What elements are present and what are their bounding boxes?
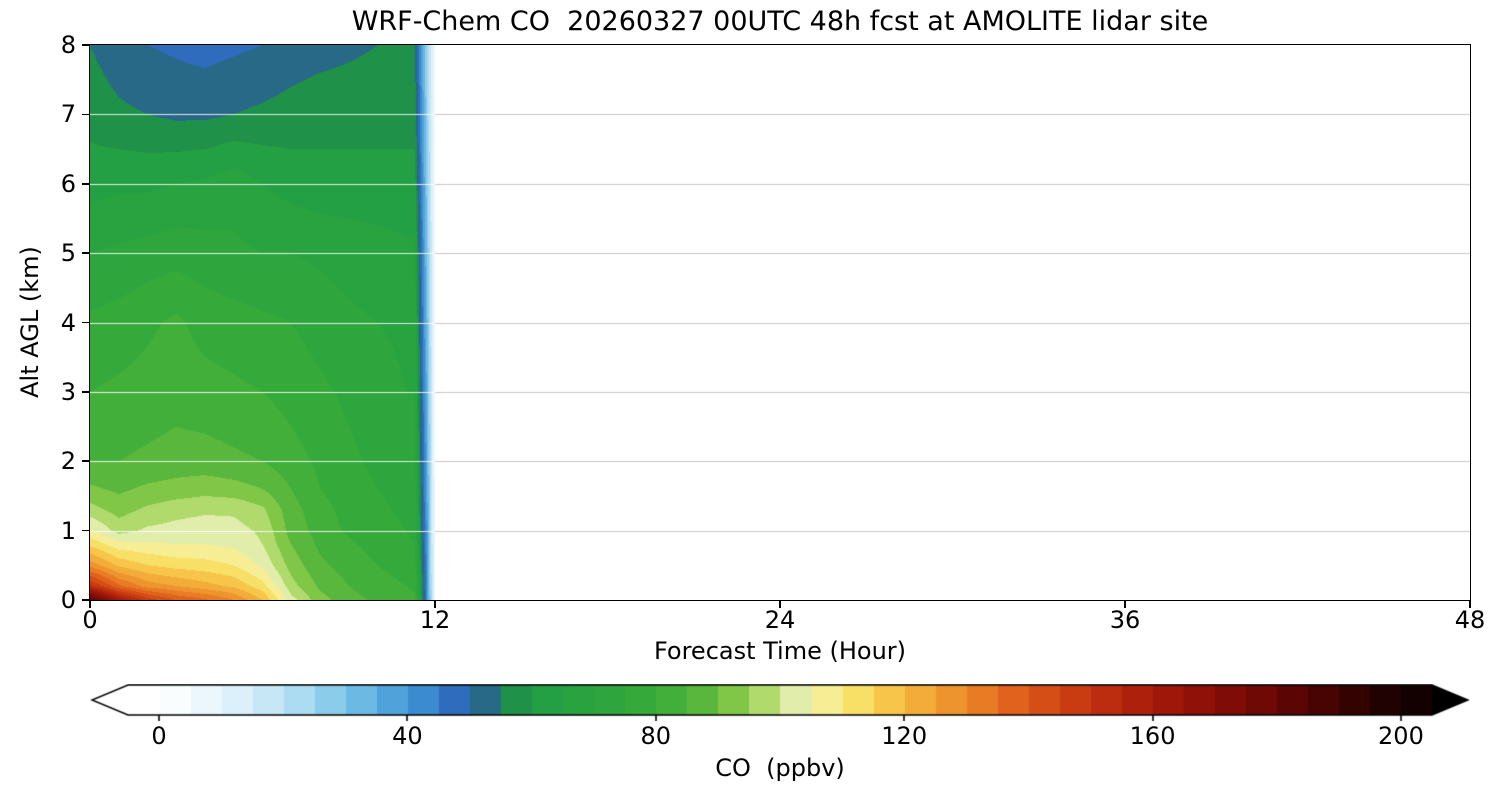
colorbar-label: CO (ppbv) [715,754,845,782]
x-axis-label: Forecast Time (Hour) [653,637,907,665]
x-tick-mark [1124,601,1126,608]
y-tick-mark [82,321,89,324]
x-tick-label: 48 [1454,606,1486,634]
y-tick-mark [82,44,89,46]
y-tick-label: 2 [60,447,76,476]
x-tick-label: 12 [419,606,451,634]
y-tick-mark [82,252,89,254]
x-tick-mark [779,601,781,608]
x-tick-label: 0 [82,606,98,634]
y-tick-mark [82,529,89,532]
plot-title: WRF-Chem CO 20260327 00UTC 48h fcst at A… [351,6,1209,37]
y-axis-label: Alt AGL (km) [16,246,44,398]
x-tick-label: 36 [1109,606,1141,634]
y-tick-label: 1 [60,516,76,545]
colorbar-canvas [90,684,1470,728]
y-tick-label: 6 [60,169,76,198]
y-tick-label: 7 [60,100,76,129]
x-tick-mark [1469,601,1471,608]
y-tick-mark [82,391,89,393]
y-tick-mark [82,113,89,116]
x-tick-label: 24 [764,606,796,634]
y-tick-label: 8 [60,31,76,59]
contour-plot-canvas [90,45,1470,600]
y-tick-mark [82,182,89,185]
plot-area [89,44,1471,601]
x-tick-mark [89,601,91,608]
y-tick-label: 0 [60,586,76,614]
x-tick-mark [434,601,436,608]
y-tick-mark [82,599,89,601]
y-tick-mark [82,460,89,463]
